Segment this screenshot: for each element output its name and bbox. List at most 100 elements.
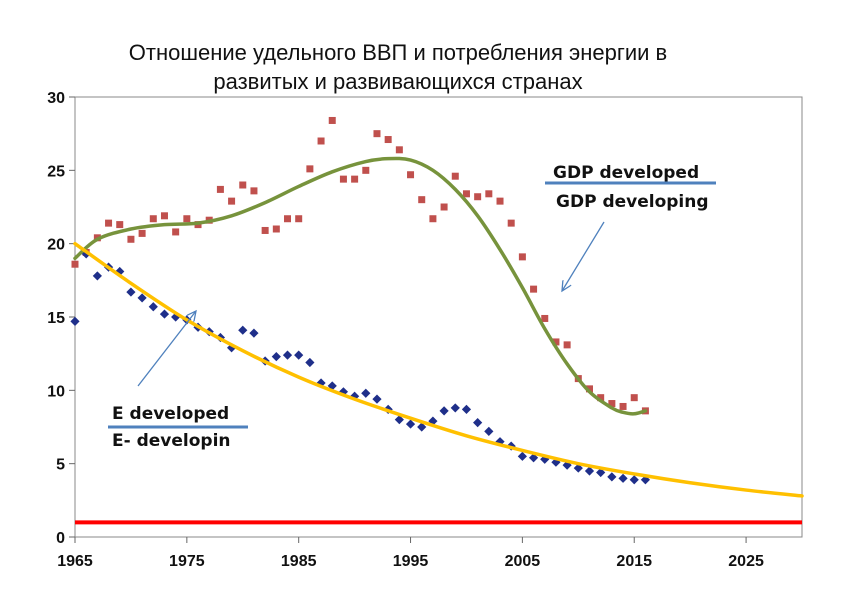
energy-point [159,309,170,319]
energy-point [551,457,561,467]
gdp-point [261,226,269,234]
gdp-point [362,166,370,174]
gdp-point [228,197,236,205]
gdp-point [339,175,347,183]
energy-point [528,453,539,463]
energy-point [238,325,248,335]
y-tick-label: 30 [47,90,65,107]
energy-point [294,350,304,360]
energy-point [350,391,360,401]
gdp-point [518,253,526,261]
energy-point [271,352,281,362]
energy-point [137,293,147,303]
gdp-point [71,260,79,268]
energy-point [417,422,427,432]
gdp-point [239,181,247,189]
gdp-point [272,225,280,233]
gdp-point [552,338,560,346]
energy-point [473,418,483,428]
gdp-point [138,229,146,237]
gdp-point [619,402,627,410]
energy-point [394,415,404,425]
energy-point [338,387,349,397]
gdp-point [608,400,616,408]
gdp-point [160,212,168,220]
energy-point [629,475,639,485]
gdp-point [183,215,191,223]
gdp-point [373,130,381,138]
gdp-point [328,116,336,124]
y-tick-label: 25 [47,163,65,180]
x-tick-label: 1985 [281,553,317,570]
gdp-point [451,172,459,180]
gdp-point [485,190,493,198]
gdp-point [116,221,124,229]
gdp-point [462,190,470,198]
energy-point [618,473,628,483]
gdp-point [563,341,571,349]
gdp-point [284,215,292,223]
energy-point [517,451,527,461]
gdp-point [172,228,180,236]
energy-point [562,460,572,470]
gdp-trend-line [73,156,648,416]
gdp-point [317,137,325,145]
y-axis: 0 5 10 15 20 25 30 [47,90,75,547]
y-tick-label: 15 [47,310,65,327]
gdp-point [395,146,403,154]
energy-point [573,463,583,473]
gdp-point [429,215,437,223]
energy-point [484,426,494,436]
gdp-point [127,235,135,243]
gdp-point [407,171,415,179]
chart-title-line-2: развитых и развивающихся странах [213,69,582,94]
gdp-arrow [562,221,605,291]
x-tick-label: 1995 [393,553,429,570]
energy-point [461,404,472,414]
x-tick-label: 1975 [169,553,205,570]
chart-title-line-1: Отношение удельного ВВП и потребления эн… [129,40,667,65]
y-tick-label: 10 [47,383,65,400]
energy-point [249,328,259,338]
gdp-point [295,215,303,223]
energy-point [305,357,315,368]
energy-point [126,287,136,297]
energy-point [92,271,102,281]
gdp-point [306,165,314,173]
y-tick-label: 0 [56,530,65,547]
gdp-point [384,136,392,144]
energy-point [361,388,371,398]
y-tick-label: 5 [56,457,65,474]
y-tick-label: 20 [47,237,65,254]
x-tick-label: 2005 [505,553,541,570]
gdp-developed-label: GDP developed [553,163,699,183]
energy-point [607,472,617,482]
gdp-point [351,175,359,183]
gdp-point [597,394,605,402]
x-axis: 1965 1975 1985 1995 2005 2015 2025 [57,537,764,570]
x-tick-label: 2025 [728,553,764,570]
gdp-point [440,203,448,211]
energy-point [81,249,91,259]
gdp-point [105,219,113,227]
gdp-point [630,394,638,402]
gdp-point [530,285,538,293]
energy-point [584,466,595,476]
gdp-point [496,197,504,205]
energy-point [428,416,438,426]
gdp-developing-label: GDP developing [556,192,709,212]
energy-point [405,419,416,429]
energy-point [282,350,293,360]
gdp-point [585,385,593,393]
x-tick-label: 1965 [57,553,93,570]
gdp-point [541,314,549,322]
gdp-point [418,196,426,204]
gdp-point [474,193,482,201]
energy-point [450,403,460,413]
gdp-point [149,215,157,223]
energy-point [148,302,158,312]
energy-point [439,406,449,416]
e-developed-label: E developed [112,404,229,424]
gdp-point [507,219,515,227]
